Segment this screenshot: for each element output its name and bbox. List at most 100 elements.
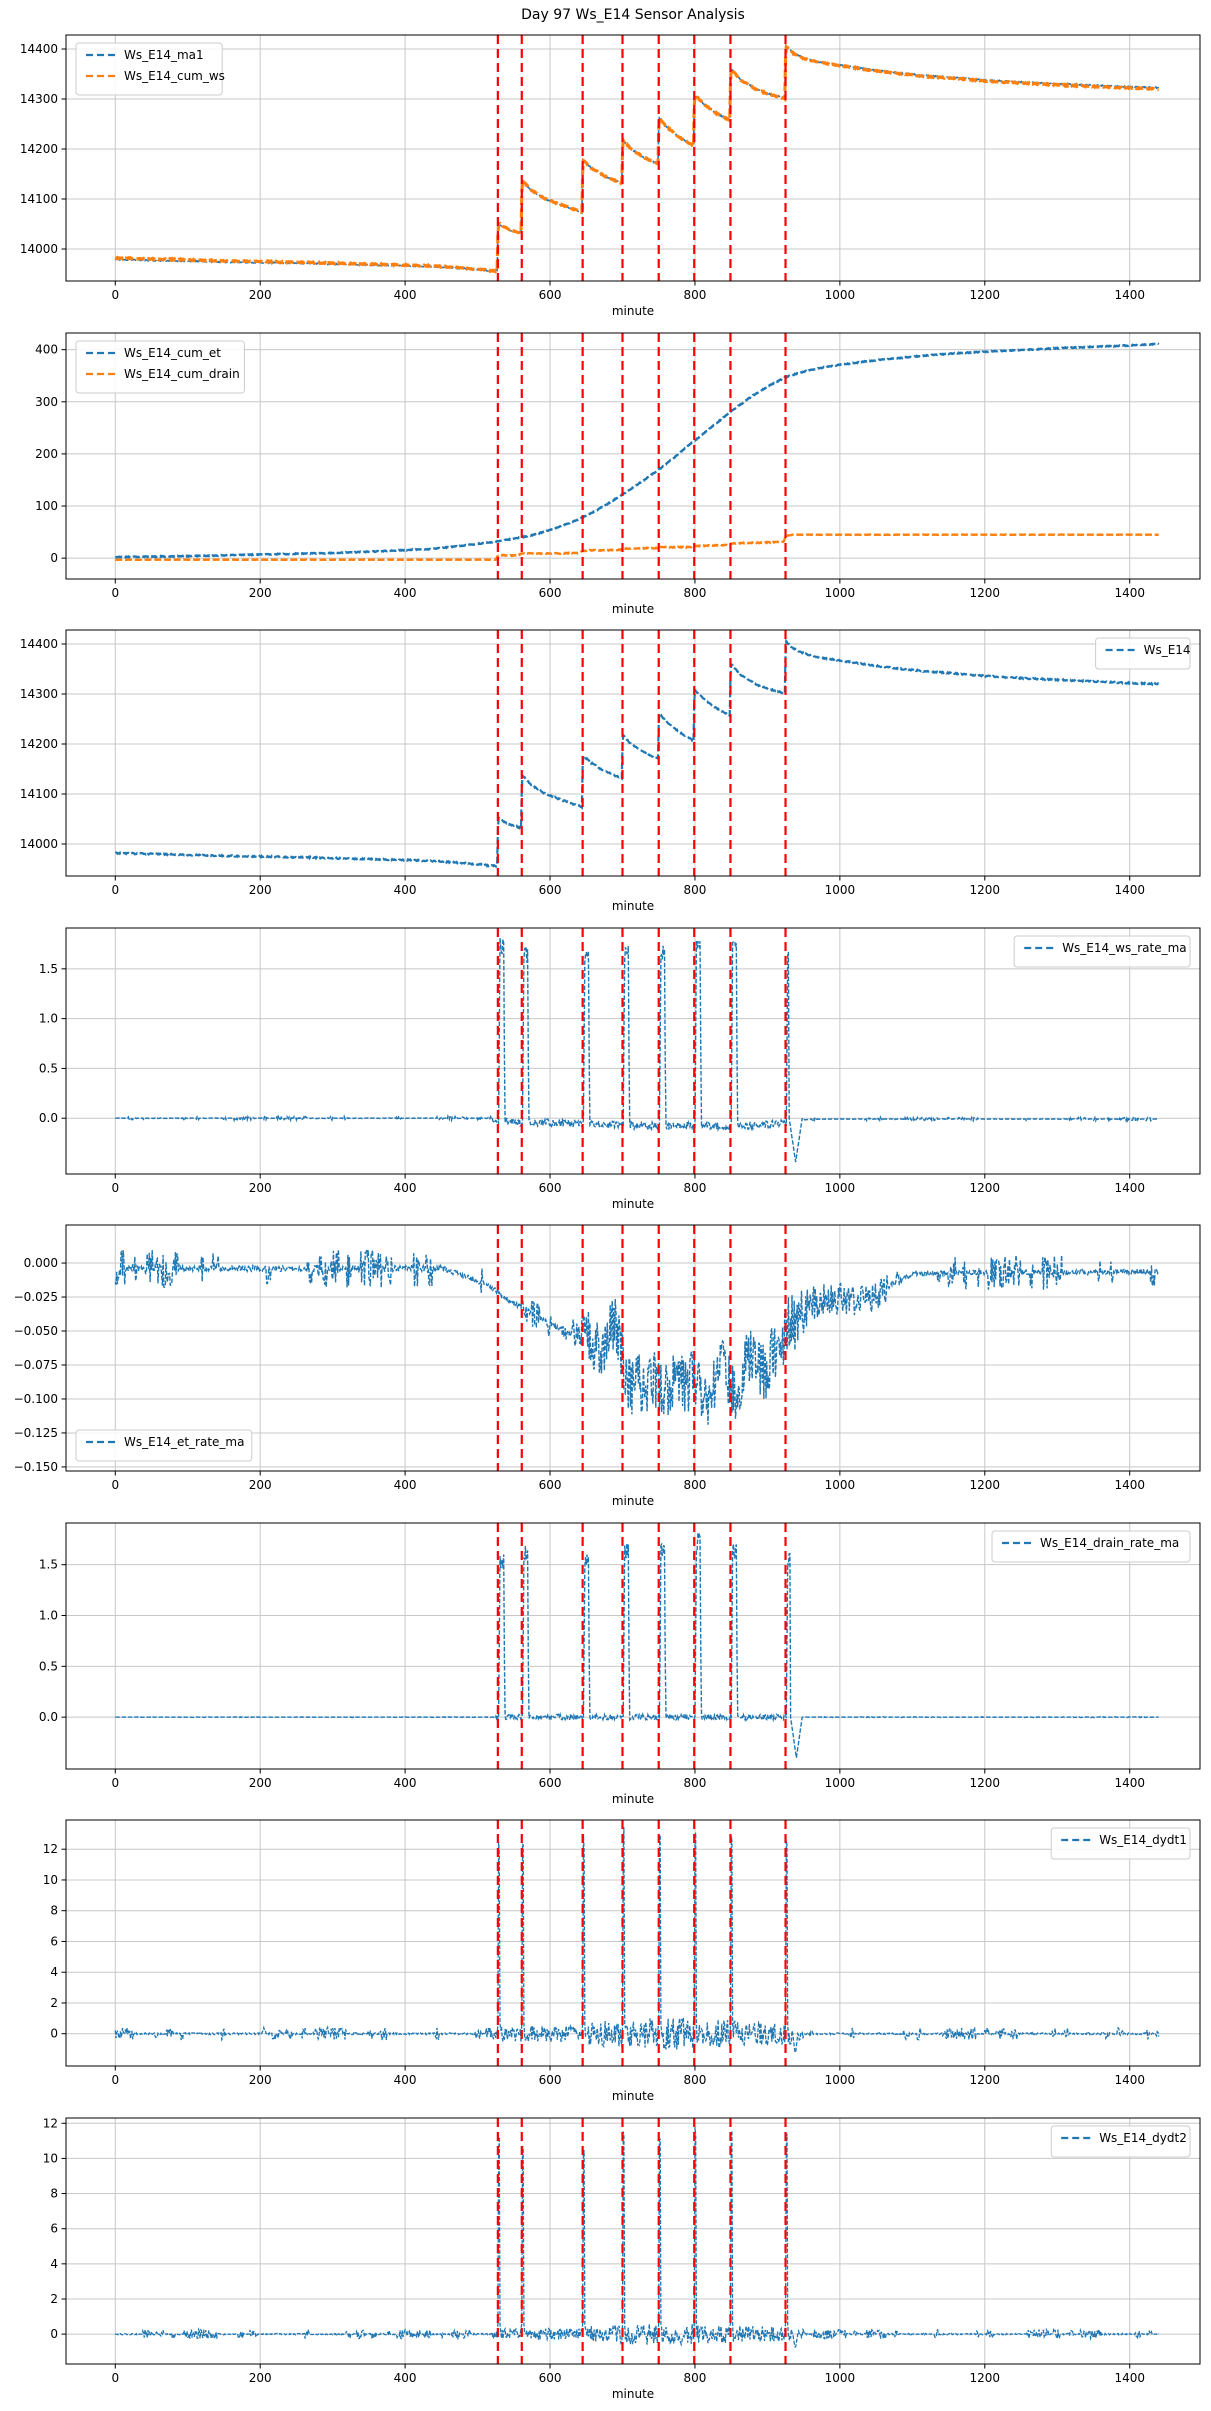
legend-label: Ws_E14_dydt2 — [1099, 2131, 1187, 2145]
event-vlines — [496, 35, 787, 281]
legend: Ws_E14_dydt1 — [1050, 1827, 1191, 1860]
y-tick-label: 12 — [43, 2116, 58, 2130]
y-tick-label: 14400 — [20, 42, 58, 56]
grid — [66, 2118, 1200, 2364]
legend: Ws_E14_et_rate_ma — [75, 1429, 253, 1462]
y-tick-label: 1.5 — [39, 1558, 58, 1572]
x-tick-label: 1200 — [970, 883, 1001, 897]
axes-spines — [65, 1224, 1201, 1472]
subplot-3: 0 200 400 600 800 1000 1200 1400 minute 14000 1410… — [20, 629, 1201, 913]
x-tick-label: 200 — [249, 2371, 272, 2385]
y-tick-label: 14100 — [20, 192, 58, 206]
event-vlines — [496, 2118, 787, 2364]
legend-label: Ws_E14_dydt1 — [1099, 1833, 1187, 1847]
x-tick-label: 600 — [539, 2073, 562, 2087]
y-tick-label: 6 — [50, 1934, 58, 1948]
x-tick-label: 200 — [249, 1181, 272, 1195]
series-Ws_E14_ws_rate_ma — [115, 937, 1159, 1163]
x-tick-label: 1000 — [825, 2073, 856, 2087]
y-tick-label: 2 — [50, 2292, 58, 2306]
subplot-8: 0 200 400 600 800 1000 1200 1400 minute 0 2 4 6 8 10 12… — [43, 2116, 1201, 2401]
x-tick-label: 800 — [684, 1776, 707, 1790]
x-axis-label: minute — [612, 602, 654, 616]
y-tick-label: −0.100 — [14, 1392, 58, 1406]
series-group — [114, 1827, 1160, 2053]
y-tick-label: 10 — [43, 2151, 58, 2165]
y-tick-label: 0.000 — [24, 1256, 58, 1270]
subplot-4: 0 200 400 600 800 1000 1200 1400 minute 0.0 0.5 1.0… — [39, 927, 1201, 1211]
x-axis-label: minute — [612, 2387, 654, 2401]
x-tick-label: 800 — [684, 288, 707, 302]
y-tick-label: 0.0 — [39, 1111, 58, 1125]
y-tick-label: −0.125 — [14, 1426, 58, 1440]
x-tick-label: 1000 — [825, 883, 856, 897]
subplot-1: 0 200 400 600 800 1000 1200 1400 minute 14000 1410… — [20, 34, 1201, 318]
y-tick-label: 14300 — [20, 92, 58, 106]
axes-spines — [65, 927, 1201, 1175]
x-tick-label: 400 — [394, 1181, 417, 1195]
axes-spines — [65, 1819, 1201, 2067]
x-tick-label: 600 — [539, 288, 562, 302]
x-tick-label: 400 — [394, 2073, 417, 2087]
y-tick-label: 100 — [35, 499, 58, 513]
legend-label: Ws_E14_drain_rate_ma — [1040, 1536, 1179, 1550]
x-tick-label: 600 — [539, 2371, 562, 2385]
legend-box — [75, 340, 245, 394]
subplot-2: 0 200 400 600 800 1000 1200 1400 minute 0 100 200 30… — [35, 332, 1201, 616]
y-tick-label: −0.025 — [14, 1290, 58, 1304]
x-tick-label: 600 — [539, 1776, 562, 1790]
x-axis-label: minute — [612, 899, 654, 913]
axes-spines — [65, 34, 1201, 282]
x-axis-label: minute — [612, 1494, 654, 1508]
y-tick-label: 1.5 — [39, 962, 58, 976]
legend-box — [1050, 1827, 1191, 1860]
x-tick-label: 1000 — [825, 1776, 856, 1790]
series-group — [115, 937, 1159, 1163]
event-vlines — [496, 1820, 787, 2066]
x-tick-label: 1200 — [970, 1776, 1001, 1790]
x-tick-label: 400 — [394, 288, 417, 302]
x-tick-label: 200 — [249, 586, 272, 600]
x-tick-label: 0 — [111, 586, 119, 600]
axes-spines — [65, 1522, 1201, 1770]
x-tick-label: 1200 — [970, 1478, 1001, 1492]
x-tick-label: 1400 — [1114, 288, 1145, 302]
x-tick-label: 200 — [249, 2073, 272, 2087]
legend-box — [1013, 935, 1191, 968]
series-Ws_E14_dydt2 — [114, 2127, 1160, 2348]
series-Ws_E14_dydt1 — [114, 1827, 1160, 2053]
x-tick-label: 0 — [111, 2371, 119, 2385]
x-tick-label: 0 — [111, 1776, 119, 1790]
subplot-7: 0 200 400 600 800 1000 1200 1400 minute 0 2 4 6 8 10 12… — [43, 1819, 1201, 2103]
legend: Ws_E14_drain_rate_ma — [991, 1530, 1191, 1563]
x-tick-label: 0 — [111, 1181, 119, 1195]
x-tick-label: 0 — [111, 288, 119, 302]
axes-spines — [65, 2117, 1201, 2365]
y-tick-label: 8 — [50, 1904, 58, 1918]
y-tick-label: 0 — [50, 551, 58, 565]
subplot-5: 0 200 400 600 800 1000 1200 1400 minute 0.000 −0.0… — [14, 1224, 1201, 1508]
series-Ws_E14_drain_rate_ma — [115, 1532, 1159, 1758]
series-group — [115, 342, 1160, 562]
series-group — [114, 1249, 1160, 1425]
legend-box — [991, 1530, 1191, 1563]
y-tick-label: 1.0 — [39, 1609, 58, 1623]
y-tick-label: 14100 — [20, 787, 58, 801]
y-tick-label: −0.150 — [14, 1460, 58, 1474]
y-tick-label: 14400 — [20, 637, 58, 651]
y-tick-label: 200 — [35, 447, 58, 461]
series-Ws_E14 — [114, 638, 1159, 868]
figure-title: Day 97 Ws_E14 Sensor Analysis — [521, 7, 745, 23]
y-tick-label: 400 — [35, 343, 58, 357]
series-group — [114, 2127, 1160, 2348]
y-tick-label: 4 — [50, 2257, 58, 2271]
x-axis-label: minute — [612, 2089, 654, 2103]
x-tick-label: 0 — [111, 1478, 119, 1492]
y-tick-label: −0.050 — [14, 1324, 58, 1338]
legend-box — [1050, 2125, 1191, 2158]
y-tick-label: 8 — [50, 2187, 58, 2201]
axes-spines — [65, 332, 1201, 580]
x-tick-label: 1400 — [1114, 1478, 1145, 1492]
x-tick-label: 800 — [684, 2073, 707, 2087]
